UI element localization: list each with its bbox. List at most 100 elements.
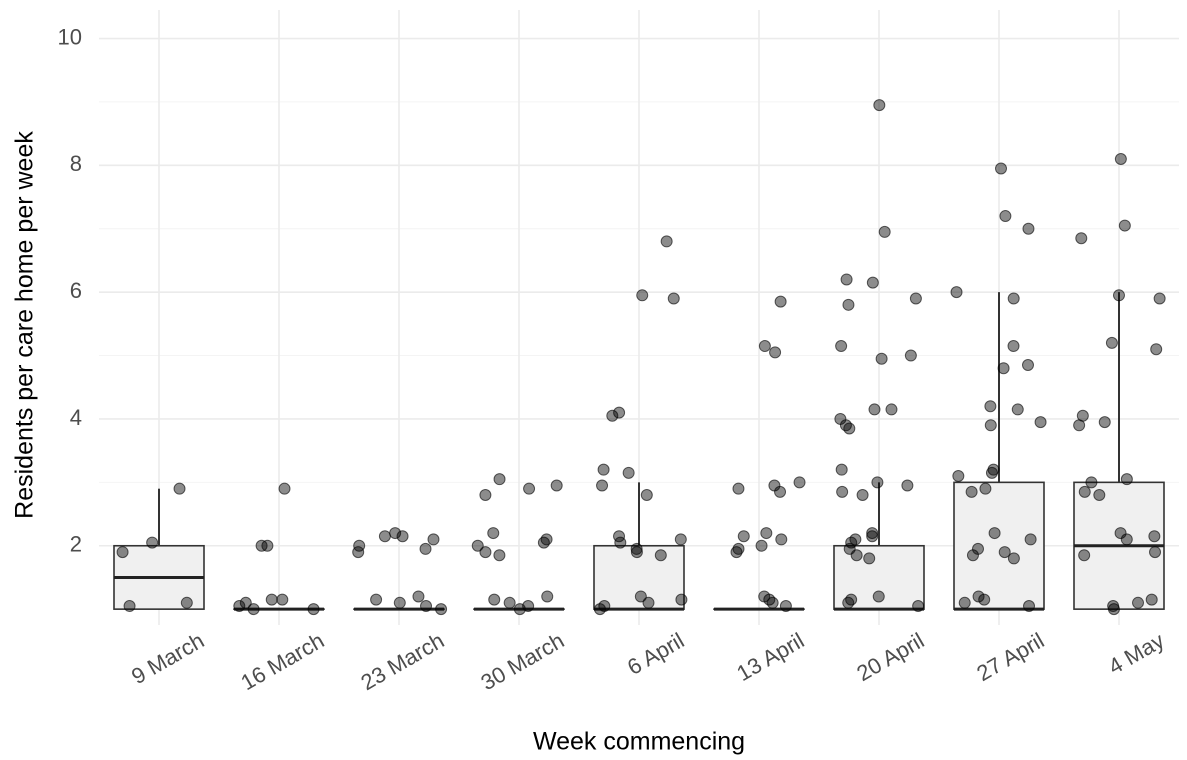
point xyxy=(1075,232,1088,245)
point xyxy=(904,349,917,362)
point xyxy=(1034,416,1047,429)
x-tick-label: 9 March xyxy=(127,628,208,689)
point xyxy=(835,340,848,353)
point xyxy=(866,527,879,540)
x-tick-label: 23 March xyxy=(356,628,448,696)
point xyxy=(1078,549,1091,562)
point xyxy=(1153,292,1166,305)
point xyxy=(636,289,649,302)
point xyxy=(622,466,635,479)
x-axis-title: Week commencing xyxy=(533,728,745,756)
x-tick-label: 20 April xyxy=(852,628,928,686)
point xyxy=(873,99,886,112)
point xyxy=(593,603,606,616)
point xyxy=(378,530,391,543)
point xyxy=(1114,527,1127,540)
point xyxy=(985,466,998,479)
point xyxy=(487,527,500,540)
point xyxy=(774,295,787,308)
point xyxy=(1011,403,1024,416)
point xyxy=(1007,340,1020,353)
point xyxy=(999,210,1012,223)
point xyxy=(233,599,246,612)
point xyxy=(307,603,320,616)
point xyxy=(863,552,876,565)
point xyxy=(1007,552,1020,565)
point xyxy=(998,546,1011,559)
point xyxy=(995,162,1008,175)
point xyxy=(541,590,554,603)
point xyxy=(1023,599,1036,612)
point xyxy=(634,590,647,603)
point xyxy=(1073,419,1086,432)
point xyxy=(872,590,885,603)
point xyxy=(793,476,806,489)
point xyxy=(471,539,484,552)
point xyxy=(950,286,963,299)
point xyxy=(1098,416,1111,429)
point xyxy=(675,593,688,606)
point xyxy=(760,527,773,540)
point xyxy=(769,346,782,359)
point xyxy=(842,298,855,311)
point xyxy=(370,593,383,606)
point xyxy=(596,479,609,492)
box xyxy=(833,544,925,610)
point xyxy=(1024,533,1037,546)
point xyxy=(901,479,914,492)
point xyxy=(180,596,193,609)
point xyxy=(247,603,260,616)
point xyxy=(885,403,898,416)
x-tick-label: 16 March xyxy=(236,628,328,696)
point xyxy=(843,422,856,435)
point xyxy=(1105,336,1118,349)
point xyxy=(840,273,853,286)
x-tick-label: 27 April xyxy=(972,628,1048,686)
point xyxy=(737,530,750,543)
y-tick-label: 8 xyxy=(70,151,82,176)
point xyxy=(123,599,136,612)
point xyxy=(755,539,768,552)
point xyxy=(1007,292,1020,305)
point xyxy=(875,352,888,365)
point xyxy=(835,463,848,476)
point xyxy=(667,292,680,305)
point xyxy=(427,533,440,546)
point xyxy=(1118,219,1131,232)
point xyxy=(871,476,884,489)
point xyxy=(779,599,792,612)
point xyxy=(640,489,653,502)
x-tick-label: 13 April xyxy=(732,628,808,686)
box xyxy=(593,544,685,610)
point xyxy=(1150,343,1163,356)
point xyxy=(856,489,869,502)
point xyxy=(1107,603,1120,616)
point xyxy=(642,596,655,609)
point xyxy=(630,542,643,555)
point xyxy=(488,593,501,606)
point xyxy=(1085,476,1098,489)
point xyxy=(984,419,997,432)
point xyxy=(239,596,252,609)
point xyxy=(1022,222,1035,235)
point xyxy=(396,530,409,543)
point xyxy=(972,590,985,603)
point xyxy=(674,533,687,546)
point xyxy=(393,596,406,609)
point xyxy=(1078,485,1091,498)
point xyxy=(988,527,1001,540)
point xyxy=(1148,530,1161,543)
point xyxy=(276,593,289,606)
point xyxy=(836,485,849,498)
point xyxy=(997,362,1010,375)
point xyxy=(513,603,526,616)
point xyxy=(909,292,922,305)
box xyxy=(953,481,1045,610)
point xyxy=(775,533,788,546)
point xyxy=(850,549,863,562)
point xyxy=(419,542,432,555)
point xyxy=(866,530,879,543)
point xyxy=(842,596,855,609)
point xyxy=(146,536,159,549)
